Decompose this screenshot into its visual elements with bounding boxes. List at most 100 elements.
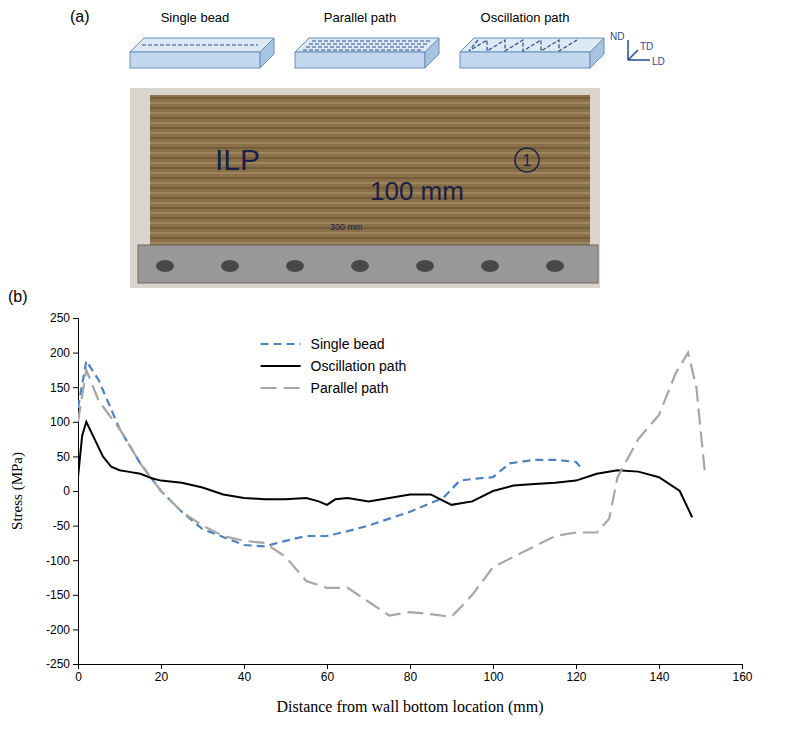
photo: ILP 100 mm 300 mm 1 xyxy=(130,88,600,288)
schematic-slab xyxy=(460,38,604,68)
bolt-hole xyxy=(156,260,174,272)
x-tick: 140 xyxy=(649,664,669,684)
y-tick: -250 xyxy=(46,657,78,671)
legend-label: Parallel path xyxy=(311,380,389,396)
x-tick-label: 80 xyxy=(404,670,418,684)
slab-side xyxy=(425,38,439,68)
slab-top xyxy=(460,38,604,52)
photo-text: 100 mm xyxy=(370,176,464,206)
x-axis-line xyxy=(79,665,743,670)
y-tick-label: 100 xyxy=(50,415,70,429)
photo-text: 1 xyxy=(523,152,532,169)
layer-line xyxy=(150,118,590,119)
slab-front xyxy=(130,52,260,68)
y-tick-label: 50 xyxy=(57,450,71,464)
legend-entry: Parallel path xyxy=(261,380,389,396)
y-tick-mark xyxy=(73,595,78,596)
y-tick: -100 xyxy=(46,554,78,568)
x-tick-mark xyxy=(327,664,328,669)
layer-line xyxy=(150,103,590,104)
y-tick-mark xyxy=(73,422,78,423)
y-axis: -250-200-150-100-50050100150200250 xyxy=(46,311,79,671)
x-axis-title: Distance from wall bottom location (mm) xyxy=(276,698,543,716)
x-tick-mark xyxy=(410,664,411,669)
x-tick-mark xyxy=(659,664,660,669)
bolt-hole xyxy=(416,260,434,272)
x-axis: 020406080100120140160 xyxy=(75,664,753,684)
y-tick: 150 xyxy=(50,381,78,395)
tool-path xyxy=(469,40,577,51)
x-tick: 100 xyxy=(483,664,503,684)
figure: (a) Single bead Parallel path Oscillation p… xyxy=(0,0,792,735)
x-tick: 40 xyxy=(238,664,252,684)
schematic-title: Parallel path xyxy=(324,10,396,25)
series-line xyxy=(78,422,692,517)
photo-background xyxy=(130,88,600,288)
bolt-hole xyxy=(286,260,304,272)
axis-icon-label: ND xyxy=(610,31,624,42)
layer-line xyxy=(150,228,590,229)
layer-line xyxy=(150,108,590,109)
y-tick-mark xyxy=(73,387,78,388)
layer-line xyxy=(150,218,590,219)
y-tick-mark xyxy=(73,456,78,457)
slab-front xyxy=(460,52,590,68)
y-tick-label: 250 xyxy=(50,311,70,325)
slab-front xyxy=(295,52,425,68)
layer-line xyxy=(150,123,590,124)
slab-side xyxy=(590,38,604,68)
photo-text: ILP xyxy=(215,143,260,176)
schematic-slab xyxy=(295,38,439,68)
x-tick-label: 60 xyxy=(321,670,335,684)
x-tick-label: 20 xyxy=(155,670,169,684)
y-tick-mark xyxy=(73,629,78,630)
y-axis-line xyxy=(73,319,79,665)
legend-swatch xyxy=(261,387,301,389)
series-line xyxy=(78,353,705,617)
x-tick-mark xyxy=(493,664,494,669)
photo-text: 300 mm xyxy=(330,222,363,232)
y-tick-mark xyxy=(73,526,78,527)
plot-area xyxy=(78,353,705,617)
y-tick: 100 xyxy=(50,415,78,429)
y-axis-title: Stress (MPa) xyxy=(9,452,26,530)
y-tick-mark xyxy=(73,318,78,319)
x-tick-label: 40 xyxy=(238,670,252,684)
panel-label: (a) xyxy=(70,8,90,25)
layer-line xyxy=(150,233,590,234)
base-plate xyxy=(138,245,598,283)
layer-line xyxy=(150,213,590,214)
y-tick: 50 xyxy=(57,450,78,464)
slab-top xyxy=(295,38,439,52)
legend-label: Oscillation path xyxy=(311,358,407,374)
layer-line xyxy=(150,128,590,129)
legend-swatch xyxy=(261,365,301,367)
schematic-slab xyxy=(130,38,274,68)
layer-line xyxy=(150,133,590,134)
axis-icon-label: TD xyxy=(640,41,653,52)
axis-icon: NDTDLD xyxy=(610,31,665,67)
y-tick-label: 200 xyxy=(50,346,70,360)
x-tick-label: 100 xyxy=(483,670,503,684)
legend: Single bead Oscillation path Parallel path xyxy=(261,336,407,396)
y-tick-label: -100 xyxy=(46,554,70,568)
layer-line xyxy=(150,98,590,99)
tool-path xyxy=(142,44,258,45)
y-tick: 250 xyxy=(50,311,78,325)
series-line xyxy=(78,361,580,546)
bolt-hole xyxy=(221,260,239,272)
x-tick-mark xyxy=(161,664,162,669)
layer-line xyxy=(150,208,590,209)
slab-side xyxy=(260,38,274,68)
x-tick: 80 xyxy=(404,664,418,684)
y-tick-label: -250 xyxy=(46,657,70,671)
legend-entry: Single bead xyxy=(261,336,385,352)
bolt-hole xyxy=(351,260,369,272)
y-tick: -50 xyxy=(53,519,78,533)
photo-circle xyxy=(515,148,539,172)
y-tick-mark xyxy=(73,664,78,665)
bolt-hole xyxy=(481,260,499,272)
legend-swatch xyxy=(261,343,301,345)
y-tick-label: 150 xyxy=(50,381,70,395)
x-tick-label: 140 xyxy=(649,670,669,684)
